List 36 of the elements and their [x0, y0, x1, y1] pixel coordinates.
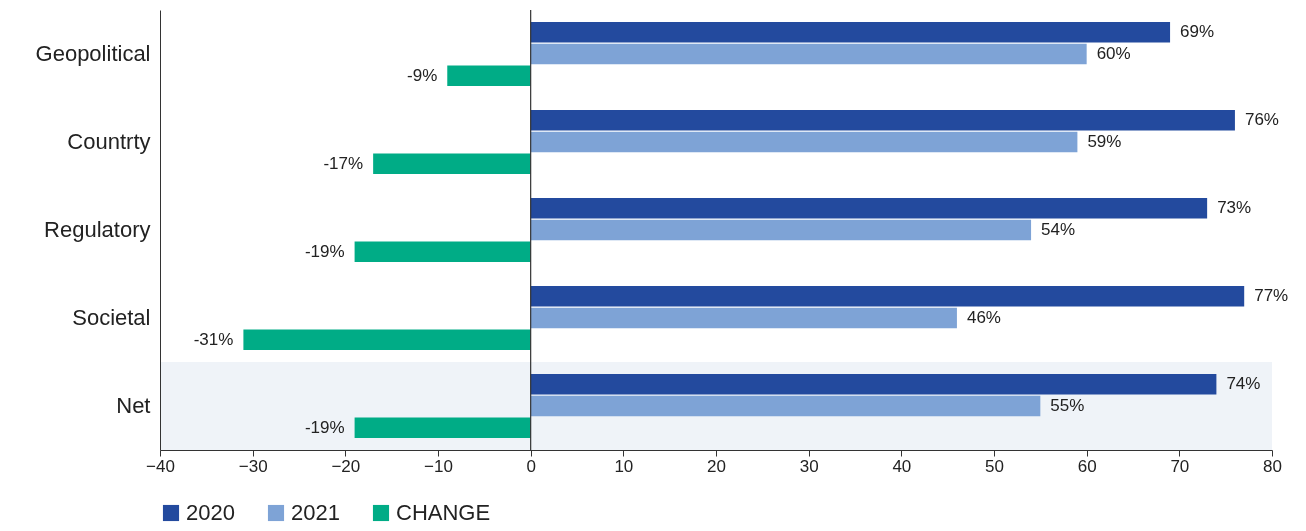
legend-label: 2021 [291, 500, 340, 525]
y-tick-label: Geopolitical [35, 41, 151, 66]
x-tick-label: 80 [1263, 456, 1282, 476]
y-tick-label: Countrty [67, 129, 151, 154]
data-label: 69% [1180, 22, 1215, 42]
x-tick-label: −40 [146, 456, 175, 476]
data-label: 74% [1226, 374, 1261, 394]
data-label: 46% [966, 308, 1001, 327]
data-label: -17% [323, 153, 364, 173]
x-tick-label: −20 [331, 456, 361, 476]
y-tick-label: Net [116, 393, 151, 418]
data-label: -31% [193, 329, 234, 349]
x-tick-label: −10 [424, 456, 453, 476]
data-label: -19% [304, 417, 345, 437]
x-tick-label: 70 [1170, 456, 1190, 476]
data-label: 77% [1254, 286, 1289, 306]
x-tick-label: 20 [707, 456, 726, 476]
legend-label: CHANGE [396, 500, 491, 525]
x-tick-label: 60 [1077, 456, 1097, 476]
data-label: 55% [1050, 396, 1085, 415]
y-tick-label: Societal [72, 305, 151, 330]
data-label: -9% [407, 65, 438, 85]
x-tick-label: 50 [985, 456, 1004, 476]
data-label: 54% [1041, 220, 1076, 239]
x-tick-label: 30 [799, 456, 819, 476]
x-tick-label: 10 [614, 456, 634, 476]
legend-label: 2020 [186, 500, 235, 525]
data-label: 59% [1087, 132, 1122, 151]
data-label: 76% [1244, 110, 1279, 130]
x-tick-label: 40 [892, 456, 912, 476]
y-tick-label: Regulatory [44, 217, 151, 242]
data-label: 73% [1217, 198, 1252, 218]
data-label: 60% [1096, 44, 1131, 63]
x-tick-label: −30 [238, 456, 268, 476]
x-tick-label: 0 [526, 456, 536, 476]
data-label: -19% [304, 241, 345, 261]
